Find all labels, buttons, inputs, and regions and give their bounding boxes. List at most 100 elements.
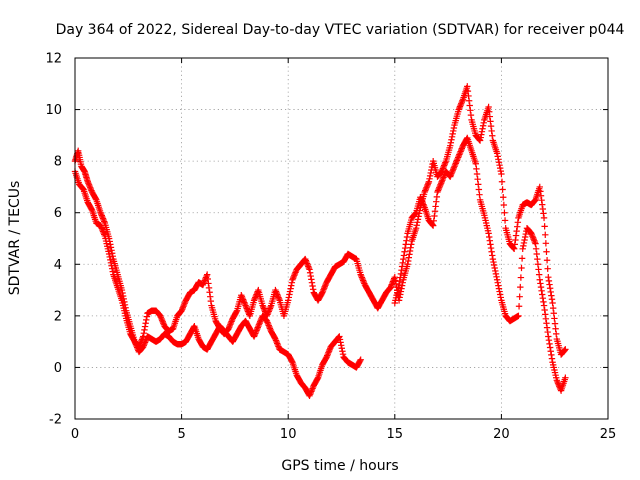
data-point-marker xyxy=(285,297,292,304)
data-point-marker xyxy=(141,326,148,334)
data-point-marker xyxy=(403,233,411,241)
data-point-marker xyxy=(99,215,107,222)
data-point-marker xyxy=(252,294,259,301)
data-point-marker xyxy=(305,263,312,270)
data-point-marker xyxy=(417,194,424,201)
data-point-marker xyxy=(322,282,329,289)
data-point-marker xyxy=(447,139,455,146)
data-point-marker xyxy=(255,322,262,330)
data-point-marker xyxy=(251,295,258,303)
data-point-marker xyxy=(240,297,247,305)
data-point-marker xyxy=(464,87,472,95)
data-point-marker xyxy=(314,375,321,383)
data-point-marker xyxy=(87,184,94,191)
data-point-marker xyxy=(546,340,553,348)
data-point-marker xyxy=(436,184,443,191)
data-point-marker xyxy=(422,187,429,194)
data-point-marker xyxy=(473,170,481,178)
data-point-marker xyxy=(528,231,536,239)
data-point-marker xyxy=(241,300,249,308)
data-point-marker xyxy=(306,391,314,398)
data-point-marker xyxy=(339,350,347,358)
data-point-marker xyxy=(105,250,113,258)
data-point-marker xyxy=(225,324,233,331)
data-point-marker xyxy=(357,356,364,363)
data-point-marker xyxy=(387,284,394,291)
data-point-marker xyxy=(428,220,436,228)
data-point-marker xyxy=(406,247,414,255)
data-point-marker xyxy=(406,251,413,258)
chart-title: Day 364 of 2022, Sidereal Day-to-day VTE… xyxy=(56,22,625,38)
data-point-marker xyxy=(180,303,187,310)
data-point-marker xyxy=(292,269,299,276)
data-point-marker xyxy=(274,292,282,300)
data-point-marker xyxy=(536,183,543,191)
data-point-marker xyxy=(467,107,474,114)
data-point-marker xyxy=(92,195,99,202)
data-point-marker xyxy=(528,230,535,237)
data-point-marker xyxy=(357,271,364,278)
data-point-marker xyxy=(412,224,420,232)
data-point-marker xyxy=(453,157,461,164)
data-point-marker xyxy=(86,182,93,190)
data-point-marker xyxy=(337,339,344,346)
data-point-marker xyxy=(537,283,545,291)
data-point-marker xyxy=(498,170,505,178)
data-point-marker xyxy=(85,180,92,187)
data-point-marker xyxy=(479,125,486,132)
data-point-marker xyxy=(488,127,495,135)
data-point-marker xyxy=(356,357,364,364)
data-point-marker xyxy=(140,343,147,350)
data-point-marker xyxy=(254,324,261,331)
data-point-marker xyxy=(407,244,414,251)
data-point-marker xyxy=(495,159,503,166)
data-point-marker xyxy=(101,231,108,238)
data-point-marker xyxy=(515,303,523,310)
data-point-marker xyxy=(439,165,447,172)
data-point-marker xyxy=(306,392,313,399)
data-point-marker xyxy=(433,193,441,201)
data-point-marker xyxy=(561,346,568,354)
data-point-marker xyxy=(537,188,544,195)
data-point-marker xyxy=(540,210,547,217)
data-point-marker xyxy=(360,278,367,286)
data-point-marker xyxy=(320,286,327,293)
data-point-marker xyxy=(449,167,456,174)
data-point-marker xyxy=(453,158,460,166)
data-point-marker xyxy=(326,346,333,353)
data-point-marker xyxy=(288,279,296,286)
data-point-marker xyxy=(518,255,526,262)
data-point-marker xyxy=(253,325,261,333)
data-point-marker xyxy=(273,289,280,297)
data-point-marker xyxy=(413,222,420,229)
data-point-marker xyxy=(487,244,495,252)
data-point-marker xyxy=(534,255,541,263)
data-point-marker xyxy=(495,282,502,289)
data-point-marker xyxy=(494,153,501,160)
data-point-marker xyxy=(142,337,149,345)
data-point-marker xyxy=(437,180,445,187)
data-point-marker xyxy=(398,282,406,289)
y-tick-label: 2 xyxy=(54,309,62,324)
data-point-marker xyxy=(539,201,546,208)
data-point-marker xyxy=(99,228,107,235)
data-point-marker xyxy=(274,291,281,298)
data-point-marker xyxy=(529,233,536,240)
data-point-marker xyxy=(547,348,554,355)
data-point-marker xyxy=(498,178,506,185)
data-point-marker xyxy=(489,255,497,263)
data-point-marker xyxy=(275,295,283,303)
data-point-marker xyxy=(431,208,439,215)
data-point-marker xyxy=(414,216,422,223)
data-point-marker xyxy=(537,280,544,287)
data-point-marker xyxy=(549,299,556,307)
y-tick-label: 6 xyxy=(54,206,62,221)
data-point-marker xyxy=(447,142,454,149)
data-point-marker xyxy=(551,315,558,322)
data-point-marker xyxy=(424,181,431,188)
data-point-marker xyxy=(227,321,234,328)
data-point-marker xyxy=(395,281,403,289)
data-point-marker xyxy=(538,196,545,204)
data-point-marker xyxy=(227,319,235,327)
data-point-marker xyxy=(425,178,433,185)
